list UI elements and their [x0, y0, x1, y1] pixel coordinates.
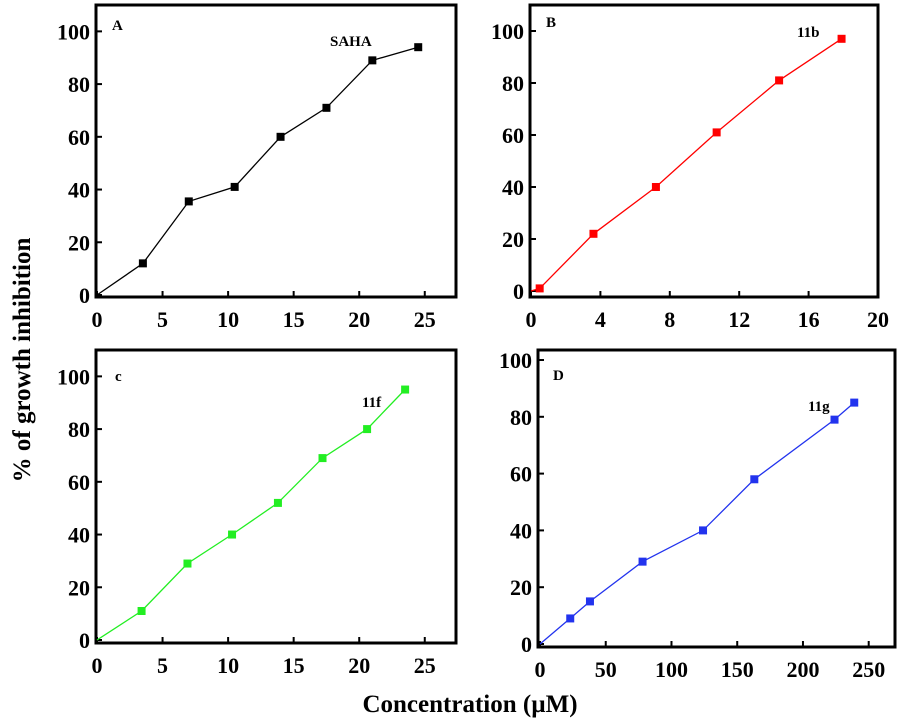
y-tick-label: 40 [502, 175, 524, 200]
plot-frame [94, 3, 458, 299]
y-tick-label: 80 [68, 72, 90, 97]
x-tick-label: 5 [157, 653, 168, 678]
data-point [837, 34, 846, 43]
x-tick-label: 15 [283, 653, 305, 678]
data-point [318, 454, 327, 463]
data-point [276, 132, 285, 141]
y-tick-label: 0 [521, 632, 532, 657]
data-point [585, 597, 594, 606]
x-tick-label: 10 [217, 653, 239, 678]
plot-frame [528, 3, 880, 299]
series-line-11g [539, 402, 855, 645]
x-tick-label: 25 [414, 653, 436, 678]
y-tick-label: 100 [57, 19, 90, 44]
y-axis-title: % of growth inhibition [9, 238, 36, 483]
data-point [363, 425, 372, 434]
x-tick-label: 12 [728, 307, 750, 332]
x-tick-label: 50 [595, 657, 617, 682]
data-point [368, 56, 377, 65]
data-point [651, 183, 660, 191]
y-tick-label: 0 [79, 283, 90, 308]
panel-c: 0 5 10 15 20 25 0 20 40 60 80 100 c 11f [57, 348, 458, 678]
y-tick-label: 60 [510, 462, 532, 487]
data-point [566, 614, 575, 623]
panel-D: 0 50 100 150 200 250 0 20 40 60 80 100 D 11g [499, 348, 897, 682]
y-tick-label: 80 [68, 417, 90, 442]
x-tick-label: 0 [535, 657, 546, 682]
data-point [830, 415, 839, 424]
y-tick-label: 60 [68, 125, 90, 150]
data-point [699, 526, 708, 535]
x-tick-label: 150 [721, 657, 754, 682]
y-tick-label: 20 [502, 227, 524, 252]
y-tick-label: 100 [57, 364, 90, 389]
data-point [535, 284, 544, 293]
data-point [273, 498, 282, 507]
x-tick-label: 0 [92, 307, 103, 332]
y-tick-label: 20 [68, 575, 90, 600]
data-point [750, 475, 759, 484]
y-tick-label: 80 [510, 405, 532, 430]
x-tick-label: 100 [655, 657, 688, 682]
y-tick-label: 60 [68, 470, 90, 495]
x-tick-label: 200 [786, 657, 819, 682]
panel-label: B [546, 15, 556, 31]
series-name-label: SAHA [330, 34, 372, 50]
data-point [230, 182, 239, 191]
y-tick-label: 20 [510, 575, 532, 600]
data-point [183, 559, 192, 568]
series-line-SAHA [96, 46, 419, 296]
data-point [401, 385, 410, 394]
y-tick-label: 80 [502, 71, 524, 96]
series-name-label: 11g [808, 399, 830, 415]
y-tick-label: 40 [68, 523, 90, 548]
x-tick-label: 5 [157, 307, 168, 332]
panel-B: 0 4 8 12 16 20 0 20 40 60 80 100 B 11b [491, 3, 889, 332]
data-point [322, 103, 331, 112]
x-tick-label: 20 [348, 307, 370, 332]
data-point [775, 76, 784, 85]
panel-A: 0 5 10 15 20 25 0 20 40 60 80 100 A SAHA [57, 3, 458, 332]
x-tick-label: 10 [217, 307, 239, 332]
data-point [414, 43, 423, 52]
series-name-label: 11b [797, 25, 820, 41]
data-point [228, 530, 237, 539]
y-tick-label: 20 [68, 230, 90, 255]
series-line-11b [530, 38, 842, 292]
y-tick-label: 100 [491, 19, 524, 44]
data-point [850, 398, 859, 407]
y-tick-label: 40 [510, 518, 532, 543]
data-point [138, 259, 147, 268]
plot-frame [536, 348, 897, 649]
x-tick-label: 25 [414, 307, 436, 332]
y-tick-label: 60 [502, 123, 524, 148]
x-tick-label: 16 [798, 307, 820, 332]
x-tick-label: 0 [92, 653, 103, 678]
y-tick-label: 100 [499, 348, 532, 373]
x-tick-label: 15 [283, 307, 305, 332]
panel-label: A [112, 18, 123, 34]
y-tick-label: 0 [79, 628, 90, 653]
x-tick-label: 0 [526, 307, 537, 332]
x-tick-label: 20 [348, 653, 370, 678]
x-axis-title: Concentration (µM) [362, 691, 577, 718]
x-tick-label: 20 [867, 307, 889, 332]
panel-label: c [115, 369, 122, 385]
data-point [712, 128, 721, 137]
data-point [184, 197, 193, 206]
data-point [638, 557, 647, 566]
data-point [137, 607, 146, 615]
data-point [589, 229, 598, 238]
panel-label: D [553, 368, 564, 384]
plot-frame [94, 348, 458, 645]
y-tick-label: 0 [513, 279, 524, 304]
x-tick-label: 8 [664, 307, 675, 332]
x-tick-label: 4 [595, 307, 606, 332]
series-name-label: 11f [362, 395, 382, 411]
series-line-11f [96, 389, 406, 641]
y-tick-label: 40 [68, 178, 90, 203]
x-tick-label: 250 [852, 657, 885, 682]
